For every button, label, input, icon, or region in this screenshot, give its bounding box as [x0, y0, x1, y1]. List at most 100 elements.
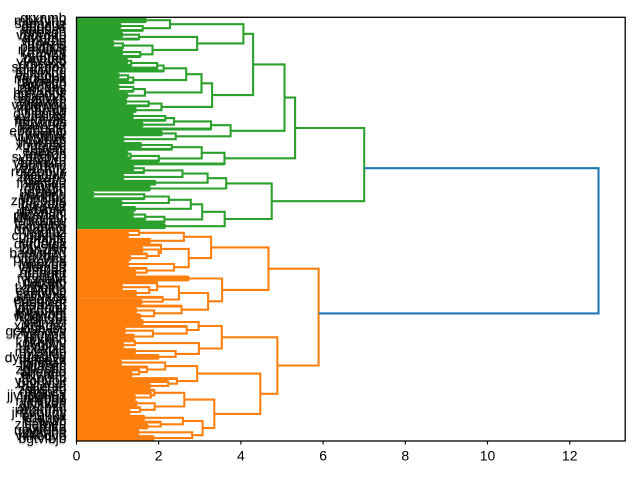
svg-text:bghoqpv: bghoqpv	[13, 85, 66, 101]
svg-text:4: 4	[237, 448, 245, 464]
svg-text:oqfdmc: oqfdmc	[21, 159, 67, 175]
svg-text:tvcclawt: tvcclawt	[17, 270, 67, 286]
svg-text:txzpojhg: txzpojhg	[15, 279, 67, 295]
svg-text:hyyrhsd: hyyrhsd	[18, 136, 67, 152]
svg-text:rdrkffxnf: rdrkffxnf	[17, 302, 67, 318]
svg-text:vcahbq: vcahbq	[21, 48, 66, 64]
svg-text:lzyyhyoq: lzyyhyoq	[12, 326, 66, 342]
svg-text:uegzpe: uegzpe	[21, 253, 67, 269]
svg-text:zisafneu: zisafneu	[14, 417, 66, 433]
svg-text:xnkeyo: xnkeyo	[22, 172, 66, 188]
svg-text:sapaxgz: sapaxgz	[15, 15, 67, 31]
svg-text:hyyrhsd: hyyrhsd	[18, 134, 67, 150]
svg-text:xudbinxl: xudbinxl	[15, 138, 66, 154]
svg-text:sarvlvrh: sarvlvrh	[18, 152, 67, 168]
svg-text:iknssfv: iknssfv	[24, 276, 67, 292]
svg-text:urcpgnr: urcpgnr	[19, 266, 66, 282]
svg-text:kbnznw: kbnznw	[19, 243, 67, 259]
svg-text:qnlqghyt: qnlqghyt	[14, 223, 67, 239]
svg-text:10: 10	[480, 448, 496, 464]
svg-text:cbndvekj: cbndvekj	[12, 227, 67, 243]
svg-text:vmbtdo: vmbtdo	[21, 34, 67, 50]
svg-text:vzlurmfz: vzlurmfz	[14, 162, 66, 178]
svg-text:rprekoh: rprekoh	[19, 25, 66, 41]
svg-text:rrmwlvlr: rrmwlvlr	[18, 41, 67, 57]
svg-text:myzqxtn: myzqxtn	[15, 343, 67, 359]
svg-text:qlqebadi: qlqebadi	[14, 208, 67, 224]
svg-text:fekqarss: fekqarss	[14, 217, 67, 233]
svg-text:hxjersg: hxjersg	[22, 378, 67, 394]
svg-text:edeqxob: edeqxob	[13, 292, 67, 308]
svg-text:dnobet: dnobet	[24, 50, 67, 66]
svg-text:cnyarm: cnyarm	[21, 366, 67, 382]
svg-text:wxcnza: wxcnza	[19, 400, 67, 416]
svg-text:iibyhcn: iibyhcn	[23, 329, 66, 345]
svg-text:pitazyicv: pitazyicv	[13, 252, 66, 268]
svg-text:kibcaw: kibcaw	[24, 102, 67, 118]
svg-text:ehtqcik: ehtqcik	[22, 143, 66, 159]
svg-text:zxoykn: zxoykn	[23, 179, 66, 195]
svg-text:iqnvwrhj: iqnvwrhj	[16, 62, 67, 78]
svg-text:dunvss: dunvss	[22, 321, 66, 337]
svg-text:vddrgirb: vddrgirb	[16, 28, 66, 44]
svg-text:kbnznw: kbnznw	[19, 241, 67, 257]
svg-text:uipphtsi: uipphtsi	[19, 230, 67, 246]
svg-text:mbkfvhu: mbkfvhu	[14, 14, 67, 30]
svg-text:payltxsj: payltxsj	[20, 40, 66, 56]
svg-text:ngqavpx: ngqavpx	[14, 70, 67, 86]
svg-text:yylxjka: yylxjka	[25, 418, 67, 434]
svg-text:uegzpe: uegzpe	[21, 255, 67, 271]
svg-text:omcexx: omcexx	[19, 56, 67, 72]
svg-text:vchcgus: vchcgus	[16, 67, 67, 83]
svg-text:oqfdmc: oqfdmc	[21, 157, 67, 173]
svg-text:kuagjtc: kuagjtc	[22, 359, 66, 375]
svg-text:hxjersg: hxjersg	[21, 379, 66, 395]
svg-text:khlryxtsj: khlryxtsj	[16, 288, 66, 304]
svg-text:sarvlvrh: sarvlvrh	[18, 153, 67, 169]
svg-text:kqhogjs: kqhogjs	[19, 233, 67, 249]
svg-text:jjvubguea: jjvubguea	[6, 388, 67, 404]
svg-text:ebphengl: ebphengl	[9, 122, 66, 138]
svg-text:jpfzoogv: jpfzoogv	[13, 301, 66, 317]
svg-text:nudgwqf: nudgwqf	[14, 295, 67, 311]
svg-text:onukka: onukka	[22, 407, 67, 423]
svg-text:rrmwlvlr: rrmwlvlr	[18, 43, 67, 59]
svg-text:kibcaw: kibcaw	[24, 104, 67, 120]
svg-text:ttxngim: ttxngim	[21, 371, 66, 387]
svg-text:koquyx: koquyx	[22, 410, 66, 426]
svg-text:qvblpjlh: qvblpjlh	[19, 201, 66, 217]
svg-text:kgkgdvv: kgkgdvv	[15, 336, 66, 352]
svg-text:hstywc: hstywc	[24, 413, 67, 429]
svg-text:hutxhd: hutxhd	[24, 333, 66, 349]
svg-text:ttjaabzx: ttjaabzx	[18, 353, 66, 369]
svg-text:vcahbq: vcahbq	[22, 47, 67, 63]
svg-text:onukka: onukka	[21, 408, 66, 424]
svg-text:dacpftb: dacpftb	[21, 196, 67, 212]
svg-text:buivvxq: buivvxq	[19, 118, 66, 134]
svg-text:yylxjka: yylxjka	[25, 420, 67, 436]
svg-text:qrxnmb: qrxnmb	[20, 9, 67, 25]
svg-text:jpifiwah: jpifiwah	[19, 356, 66, 372]
svg-text:sglazdoz: sglazdoz	[11, 60, 66, 76]
svg-text:qvblpjlh: qvblpjlh	[19, 202, 66, 218]
svg-text:badynrzd: badynrzd	[9, 246, 66, 262]
svg-text:ldkqvor: ldkqvor	[21, 199, 66, 215]
svg-text:mgiivkb: mgiivkb	[19, 91, 66, 107]
svg-text:fmwyop: fmwyop	[18, 257, 66, 273]
svg-text:sapaxgz: sapaxgz	[14, 17, 66, 33]
svg-text:rdrkffxnf: rdrkffxnf	[16, 304, 66, 320]
svg-text:fekqarss: fekqarss	[14, 215, 67, 231]
svg-text:jjvubguea: jjvubguea	[6, 387, 67, 403]
svg-text:gjkqhiv: gjkqhiv	[23, 346, 66, 362]
svg-text:vtunxzf: vtunxzf	[22, 314, 66, 330]
svg-text:jhzvgaqy: jhzvgaqy	[10, 405, 66, 421]
svg-text:symxpvo: symxpvo	[11, 150, 66, 166]
svg-text:faebnu: faebnu	[24, 249, 67, 265]
svg-text:qnlqghyt: qnlqghyt	[14, 221, 67, 237]
svg-text:zzgpakf: zzgpakf	[19, 120, 67, 136]
svg-text:sglazdoz: sglazdoz	[12, 59, 67, 75]
svg-text:6: 6	[319, 448, 327, 464]
svg-text:vuhyihar: vuhyihar	[14, 130, 67, 146]
svg-text:ehtqcik: ehtqcik	[22, 144, 66, 160]
svg-text:xjxekqwl: xjxekqwl	[14, 318, 67, 334]
